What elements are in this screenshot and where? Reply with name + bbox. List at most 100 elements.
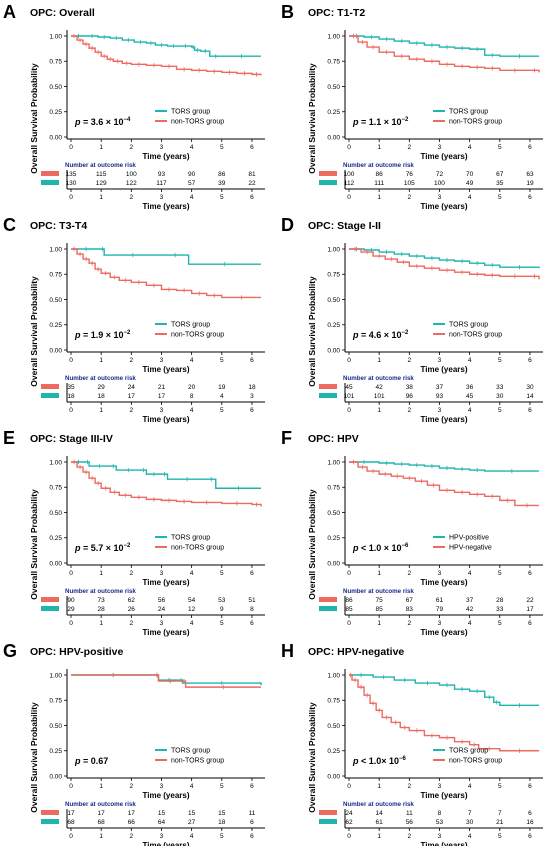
y-axis-label: Overall Survival Probability — [29, 489, 39, 600]
y-tick-label: 0.25 — [327, 748, 340, 755]
y-tick-label: 0.50 — [327, 297, 340, 304]
risk-count: 73 — [98, 597, 106, 604]
risk-x-axis-label: Time (years) — [421, 628, 468, 637]
x-axis-label: Time (years) — [421, 791, 468, 800]
x-axis-label: Time (years) — [143, 365, 190, 374]
y-axis-label: Overall Survival Probability — [29, 276, 39, 387]
series-line-1 — [71, 461, 262, 507]
x-tick-label: 0 — [69, 570, 73, 577]
x-tick-label: 4 — [190, 357, 194, 364]
series-line-0 — [71, 35, 261, 57]
series-line-1 — [71, 248, 261, 299]
risk-count: 8 — [190, 393, 194, 400]
risk-count: 111 — [374, 180, 384, 187]
panel-letter: G — [3, 641, 17, 661]
y-tick-label: 0.75 — [327, 485, 340, 492]
x-tick-label: 2 — [130, 783, 134, 790]
p-value: p = 3.6 × 10−4 — [74, 117, 131, 127]
legend-label: TORS group — [171, 534, 210, 541]
risk-count: 7 — [468, 810, 472, 817]
risk-count: 28 — [98, 606, 106, 613]
x-tick-label: 3 — [160, 144, 164, 151]
x-tick-label: 2 — [130, 144, 134, 151]
y-tick-label: 0.75 — [327, 698, 340, 705]
legend-label: non-TORS group — [171, 118, 224, 125]
risk-table-title: Number at outcome risk — [65, 801, 136, 808]
risk-x-tick-label: 2 — [130, 620, 134, 627]
risk-x-tick-label: 0 — [69, 407, 73, 414]
risk-x-tick-label: 6 — [528, 194, 532, 201]
risk-count: 86 — [218, 171, 226, 178]
risk-count: 39 — [218, 180, 226, 187]
x-tick-label: 3 — [160, 783, 164, 790]
risk-row-swatch — [319, 384, 337, 389]
x-tick-label: 2 — [130, 570, 134, 577]
risk-x-tick-label: 1 — [377, 833, 381, 840]
risk-x-tick-label: 4 — [190, 407, 194, 414]
legend-label: TORS group — [449, 321, 488, 328]
series-line-0 — [349, 35, 539, 57]
panel-e: E OPC: Stage III-IV Overall Survival Proba… — [3, 428, 265, 637]
risk-count: 7 — [498, 810, 502, 817]
risk-x-tick-label: 2 — [408, 620, 412, 627]
risk-count: 3 — [250, 393, 254, 400]
risk-count: 53 — [436, 819, 444, 826]
risk-x-tick-label: 6 — [528, 620, 532, 627]
risk-x-tick-label: 2 — [408, 194, 412, 201]
y-tick-label: 0.50 — [327, 723, 340, 730]
x-tick-label: 5 — [498, 570, 502, 577]
risk-x-tick-label: 1 — [99, 620, 103, 627]
risk-count: 9 — [220, 606, 224, 613]
y-tick-label: 0.00 — [327, 773, 340, 780]
series-line-1 — [71, 35, 262, 76]
p-value: p = 1.1 × 10−2 — [352, 117, 409, 127]
x-tick-label: 6 — [250, 357, 254, 364]
series-line-0 — [71, 248, 261, 265]
x-tick-label: 2 — [408, 783, 412, 790]
risk-count: 36 — [466, 384, 474, 391]
x-tick-label: 4 — [468, 570, 472, 577]
risk-count: 22 — [248, 180, 256, 187]
risk-count: 24 — [128, 384, 136, 391]
risk-count: 24 — [158, 606, 166, 613]
risk-x-tick-label: 4 — [190, 194, 194, 201]
panel-letter: D — [281, 215, 294, 235]
risk-count: 15 — [218, 810, 226, 817]
panel-title: OPC: Stage III-IV — [30, 433, 113, 445]
risk-count: 61 — [376, 819, 384, 826]
x-tick-label: 6 — [528, 783, 532, 790]
risk-row-swatch — [41, 819, 59, 824]
legend-label: TORS group — [171, 747, 210, 754]
x-tick-label: 3 — [438, 357, 442, 364]
risk-count: 86 — [376, 171, 384, 178]
risk-table-title: Number at outcome risk — [343, 375, 414, 382]
risk-count: 129 — [96, 180, 107, 187]
risk-count: 33 — [496, 384, 504, 391]
y-tick-label: 0.75 — [49, 59, 62, 66]
y-tick-label: 0.00 — [49, 134, 62, 141]
risk-count: 81 — [248, 171, 256, 178]
y-axis-label: Overall Survival Probability — [29, 702, 39, 813]
risk-x-tick-label: 4 — [468, 620, 472, 627]
risk-count: 53 — [218, 597, 226, 604]
risk-x-tick-label: 2 — [408, 407, 412, 414]
risk-x-tick-label: 3 — [438, 194, 442, 201]
panel-d: D OPC: Stage I-II Overall Survival Probabi… — [281, 215, 543, 424]
risk-count: 70 — [466, 171, 474, 178]
risk-count: 17 — [526, 606, 534, 613]
risk-count: 30 — [496, 393, 504, 400]
risk-row-swatch — [319, 606, 337, 611]
risk-x-tick-label: 0 — [69, 194, 73, 201]
x-tick-label: 0 — [347, 144, 351, 151]
risk-x-tick-label: 5 — [498, 194, 502, 201]
risk-count: 90 — [188, 171, 196, 178]
risk-table-title: Number at outcome risk — [343, 162, 414, 169]
legend-label: HPV-positive — [449, 534, 489, 541]
risk-x-tick-label: 1 — [99, 833, 103, 840]
x-axis-label: Time (years) — [143, 152, 190, 161]
risk-count: 37 — [466, 597, 474, 604]
risk-count: 17 — [98, 810, 106, 817]
legend-label: non-TORS group — [171, 757, 224, 764]
risk-count: 12 — [188, 606, 196, 613]
risk-count: 29 — [67, 606, 75, 613]
